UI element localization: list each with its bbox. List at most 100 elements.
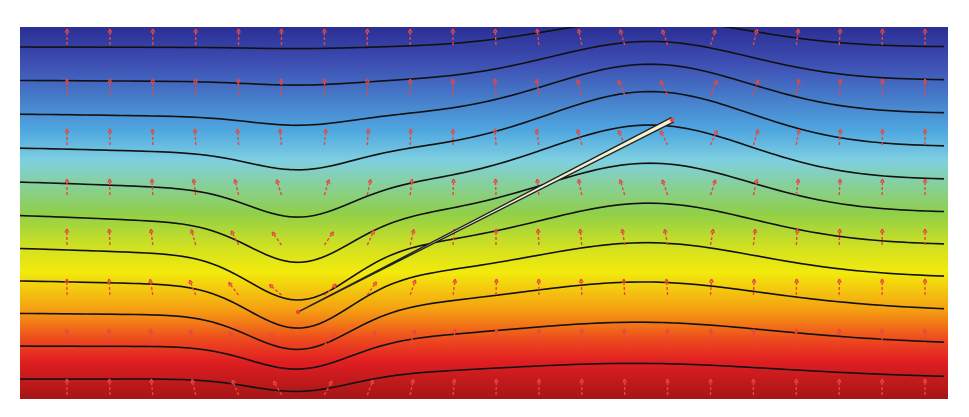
field-arrow	[751, 328, 756, 346]
field-arrow	[323, 283, 337, 296]
field-arrow	[107, 228, 112, 246]
field-arrow	[922, 228, 928, 246]
field-arrow	[189, 229, 197, 246]
field-arrow	[622, 328, 627, 346]
field-arrow	[659, 80, 669, 96]
field-arrow	[661, 29, 669, 46]
field-arrow	[879, 378, 885, 395]
field-arrow	[365, 78, 370, 96]
field-arrow	[233, 178, 240, 196]
field-arrow	[709, 79, 718, 96]
field-vectors	[64, 28, 928, 396]
field-arrow	[708, 378, 713, 396]
field-arrow	[922, 178, 928, 196]
field-arrow	[106, 328, 112, 346]
field-arrow	[618, 179, 626, 196]
field-arrow	[922, 78, 928, 96]
field-arrow	[409, 228, 416, 246]
field-arrow	[535, 28, 540, 46]
field-arrow	[494, 328, 499, 346]
field-arrow	[407, 28, 413, 46]
field-arrow	[366, 330, 377, 346]
contour-line	[20, 40, 945, 86]
field-arrow	[228, 281, 240, 296]
field-arrow	[576, 79, 583, 96]
field-arrow	[752, 129, 760, 146]
field-arrow	[106, 278, 112, 296]
field-arrow	[795, 28, 801, 46]
field-arrow	[322, 28, 327, 45]
field-arrow	[752, 228, 758, 246]
field-arrow	[534, 128, 540, 146]
field-arrow	[794, 278, 800, 296]
field-arrow	[64, 328, 70, 346]
field-arrow	[493, 278, 499, 296]
field-arrow	[364, 28, 370, 45]
field-arrow	[665, 378, 670, 396]
field-arrow	[272, 380, 283, 396]
contour-line	[20, 362, 945, 393]
field-arrow	[708, 278, 714, 296]
field-arrow	[323, 128, 328, 146]
field-arrow	[193, 28, 199, 45]
field-arrow	[535, 178, 540, 196]
field-arrow	[621, 278, 627, 296]
contour-line	[20, 124, 945, 218]
field-arrow	[235, 78, 241, 96]
field-arrow	[192, 128, 198, 146]
inclined-crack	[295, 116, 675, 315]
field-arrow	[188, 279, 197, 296]
field-arrow	[922, 378, 928, 395]
field-arrow	[709, 179, 717, 196]
crack-tip-right	[669, 117, 675, 123]
field-arrow	[107, 178, 113, 196]
field-arrow	[409, 279, 417, 296]
field-arrow	[709, 228, 715, 246]
field-arrow	[148, 278, 154, 296]
field-arrow	[659, 130, 669, 146]
field-arrow	[578, 278, 584, 296]
field-arrow	[64, 178, 70, 196]
field-arrow	[617, 79, 626, 96]
field-arrow	[277, 128, 283, 146]
field-arrow	[534, 78, 540, 96]
field-arrow	[492, 28, 498, 46]
field-arrow	[322, 78, 328, 96]
field-arrow	[149, 378, 154, 396]
field-arrow	[452, 328, 458, 346]
field-arrow	[323, 380, 333, 396]
field-arrow	[794, 228, 800, 246]
field-arrow	[235, 128, 241, 146]
field-arrow	[150, 78, 156, 96]
field-arrow	[107, 378, 112, 396]
field-arrow	[836, 278, 842, 296]
field-arrow	[450, 28, 456, 46]
field-arrow	[620, 228, 626, 246]
field-arrow	[107, 128, 113, 146]
field-arrow	[837, 128, 843, 146]
field-arrow	[271, 231, 283, 246]
field-arrow	[880, 78, 885, 96]
field-arrow	[493, 378, 499, 396]
field-arrow	[64, 78, 70, 95]
field-arrow	[836, 378, 842, 395]
field-arrow	[708, 328, 714, 346]
field-arrow	[64, 278, 70, 296]
field-arrow	[193, 78, 198, 96]
field-arrow	[408, 128, 413, 146]
field-arrow	[576, 178, 583, 196]
field-arrow	[535, 228, 541, 246]
field-arrow	[837, 178, 843, 196]
field-arrow	[64, 28, 70, 45]
field-arrow	[452, 278, 458, 296]
field-arrow	[409, 178, 414, 196]
contour-line	[20, 281, 945, 351]
field-arrow	[492, 78, 498, 96]
field-arrow	[836, 328, 842, 346]
field-arrow	[618, 29, 626, 46]
field-arrow	[230, 230, 240, 246]
field-arrow	[664, 278, 670, 296]
field-arrow	[366, 281, 378, 296]
field-arrow	[451, 378, 457, 396]
